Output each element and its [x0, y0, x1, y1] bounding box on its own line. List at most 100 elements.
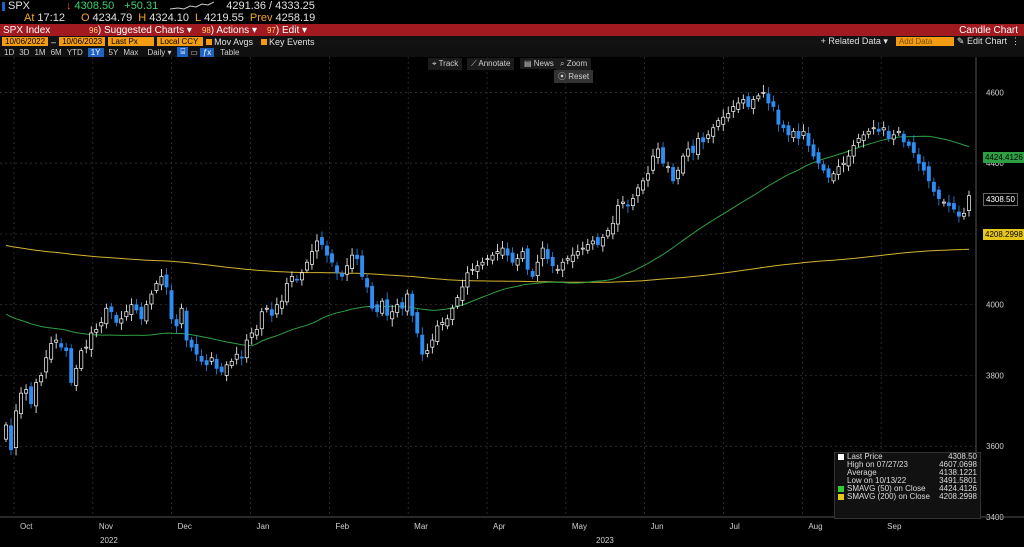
candle-body: [169, 290, 174, 320]
candle-body: [806, 133, 811, 146]
month-tick-label: Feb: [335, 522, 349, 531]
low-prefix: L: [194, 12, 202, 24]
fx-button[interactable]: ƒx: [199, 47, 215, 57]
period-max[interactable]: Max: [123, 47, 139, 57]
currency-field[interactable]: Local CCY: [157, 37, 204, 46]
price-chart[interactable]: Oct Nov Dec Jan Feb Mar Apr May Jun Jul Aug Sep 2022…: [0, 57, 1024, 547]
candle-body: [64, 347, 69, 352]
candle-body: [164, 274, 169, 288]
candle-body: [555, 268, 560, 271]
legend-label: Last Price: [847, 452, 883, 461]
month-tick-label: Jul: [730, 522, 740, 531]
candle-body: [926, 166, 931, 182]
period-6m[interactable]: 6M: [50, 47, 62, 57]
candle-body: [741, 99, 746, 104]
legend-row: Average 4138.1221: [835, 469, 980, 477]
candle-body: [746, 96, 751, 107]
edit-menu[interactable]: 97) Edit ▾: [266, 24, 308, 36]
key-events-checkbox[interactable]: Key Events: [260, 37, 315, 47]
candle-style-button[interactable]: ⌸: [177, 47, 189, 57]
candle-body: [99, 322, 104, 327]
period-1d[interactable]: 1D: [4, 47, 15, 57]
edit-num: 97: [266, 25, 276, 35]
period-ytd[interactable]: YTD: [66, 47, 83, 57]
more-options-icon[interactable]: ⋮: [1011, 36, 1020, 46]
y-tick-label: 3800: [986, 371, 1004, 380]
candle-body: [916, 154, 921, 164]
candle-body: [630, 198, 635, 206]
news-label: News: [533, 59, 554, 68]
frequency-select[interactable]: Daily ▾: [147, 47, 172, 57]
candle-body: [786, 125, 791, 136]
candle-body: [696, 138, 701, 156]
candle-body: [355, 254, 360, 260]
annotate-button[interactable]: ⟋ Annotate: [467, 58, 515, 70]
candle-body: [490, 254, 495, 261]
reset-button[interactable]: ⦿ Reset: [554, 70, 594, 83]
candle-body: [340, 273, 344, 277]
candle-body: [610, 222, 615, 235]
candle-body: [921, 162, 926, 171]
sma50-price-tag: 4424.4126: [983, 152, 1024, 163]
net-change: +50.31: [124, 0, 159, 12]
period-3d[interactable]: 3D: [19, 47, 30, 57]
candle-body: [570, 254, 575, 262]
period-bar: 1D 3D 1M 6M YTD 1Y 5Y Max Daily ▾ ⌸ ▭ ƒx Table: [0, 47, 1024, 57]
legend-swatch: [838, 485, 844, 492]
candle-body: [59, 343, 64, 348]
month-tick-label: Jan: [257, 522, 270, 531]
candle-body: [681, 155, 686, 174]
period-1m[interactable]: 1M: [34, 47, 46, 57]
quote-header-row: SPX ↓ 4308.50 +50.31 4291.36 / 4333.25: [0, 0, 1024, 12]
ticker-label[interactable]: SPX: [8, 0, 31, 12]
candle-body: [731, 106, 736, 112]
candle-body: [144, 304, 149, 322]
period-1y[interactable]: 1Y: [87, 47, 104, 57]
candle-body: [625, 204, 630, 207]
related-data-button[interactable]: + Related Data ▾: [820, 36, 888, 46]
candle-body: [726, 113, 731, 119]
candle-body: [440, 322, 445, 325]
actions-menu[interactable]: 98) Actions ▾: [201, 24, 257, 36]
candle-body: [325, 245, 329, 256]
candle-body: [430, 339, 435, 348]
table-button[interactable]: Table: [220, 47, 240, 57]
legend-row: SMAVG (50) on Close 4424.4126: [835, 485, 980, 493]
track-button[interactable]: ⌖ Track: [428, 58, 463, 70]
month-tick-label: May: [572, 522, 587, 531]
candle-body: [29, 386, 34, 405]
candle-body: [480, 261, 485, 266]
candle-body: [269, 309, 274, 316]
news-button[interactable]: ▤ News: [520, 58, 558, 69]
candle-body: [525, 248, 530, 270]
legend-value: 4424.4126: [939, 484, 977, 493]
edit-chart-label: Edit Chart: [966, 36, 1007, 46]
candle-body: [721, 116, 726, 125]
candle-body: [179, 307, 184, 325]
candle-body: [159, 276, 164, 286]
security-name[interactable]: SPX Index: [3, 24, 51, 36]
start-date-field[interactable]: 10/06/2022: [2, 37, 49, 46]
add-data-field[interactable]: Add Data: [895, 37, 954, 46]
candle-body: [234, 353, 239, 360]
candle-body: [766, 93, 771, 104]
candle-body: [475, 265, 480, 272]
suggested-charts-menu[interactable]: 96) Suggested Charts ▾: [89, 24, 192, 36]
zoom-button[interactable]: ⌕ Zoom: [556, 58, 592, 70]
candle-body: [886, 130, 891, 139]
year-label: 2022: [100, 536, 118, 545]
line-style-button[interactable]: ▭: [190, 47, 198, 57]
price-type-field[interactable]: Last Px: [108, 37, 155, 46]
month-tick-label: Apr: [493, 522, 506, 531]
candle-body: [395, 304, 400, 313]
candle-body: [124, 311, 129, 318]
period-5y[interactable]: 5Y: [108, 47, 119, 57]
candle-body: [751, 99, 756, 110]
end-date-field[interactable]: 10/06/2023: [59, 37, 106, 46]
mov-avgs-checkbox[interactable]: Mov Avgs: [206, 37, 253, 47]
legend-row: High on 07/27/23 4607.0698: [835, 461, 980, 469]
candle-body: [420, 334, 425, 355]
frequency-label: Daily: [147, 47, 166, 57]
candle-body: [615, 205, 620, 225]
edit-chart-button[interactable]: ✎ Edit Chart: [956, 36, 1007, 46]
